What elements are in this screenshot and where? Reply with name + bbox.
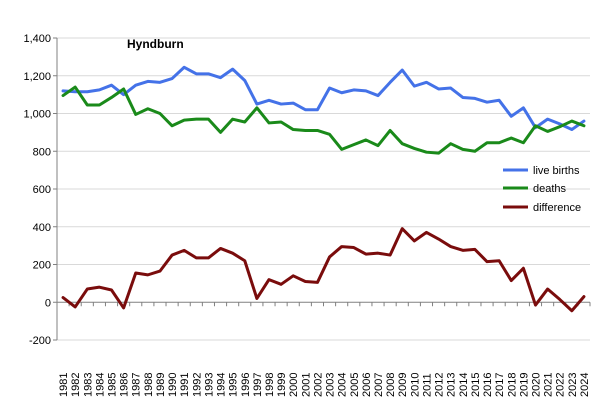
y-tick-label: 1,200 bbox=[23, 71, 51, 83]
x-tick-label: 2020 bbox=[530, 373, 542, 397]
x-tick-label: 1993 bbox=[203, 373, 215, 397]
x-tick-label: 2015 bbox=[470, 373, 482, 397]
x-tick-label: 1988 bbox=[143, 373, 155, 397]
x-tick-label: 1985 bbox=[107, 373, 119, 397]
x-tick-label: 2014 bbox=[458, 373, 470, 397]
legend-label: deaths bbox=[533, 183, 567, 195]
x-tick-label: 2000 bbox=[288, 373, 300, 397]
y-tick-label: 0 bbox=[45, 297, 51, 309]
x-tick-label: 1995 bbox=[228, 373, 240, 397]
x-tick-label: 2011 bbox=[421, 373, 433, 397]
y-tick-label: 200 bbox=[33, 260, 51, 272]
y-tick-label: 1,400 bbox=[23, 33, 51, 45]
x-tick-label: 1991 bbox=[179, 373, 191, 397]
x-tick-label: 1983 bbox=[82, 373, 94, 397]
x-tick-label: 2004 bbox=[337, 373, 349, 397]
x-tick-label: 2013 bbox=[446, 373, 458, 397]
x-tick-label: 2021 bbox=[543, 373, 555, 397]
x-tick-label: 2002 bbox=[312, 373, 324, 397]
x-tick-label: 2022 bbox=[555, 373, 567, 397]
x-tick-label: 2018 bbox=[506, 373, 518, 397]
x-tick-label: 1984 bbox=[94, 373, 106, 397]
x-tick-label: 1982 bbox=[70, 373, 82, 397]
x-tick-label: 2012 bbox=[434, 373, 446, 397]
y-axis-ticks: -200 0 200 400 600 800 1,000 1,200 1,400 bbox=[23, 33, 57, 347]
x-tick-label: 1987 bbox=[131, 373, 143, 397]
x-tick-label: 2017 bbox=[494, 373, 506, 397]
x-tick-label: 1989 bbox=[155, 373, 167, 397]
x-tick-label: 1998 bbox=[264, 373, 276, 397]
x-tick-label: 2024 bbox=[579, 373, 591, 397]
chart-title: Hyndburn bbox=[127, 37, 184, 51]
y-tick-label: 600 bbox=[33, 184, 51, 196]
series-line bbox=[61, 227, 586, 313]
x-tick-label: 1986 bbox=[119, 373, 131, 397]
gridlines bbox=[57, 37, 590, 341]
x-tick-label: 1999 bbox=[276, 373, 288, 397]
legend-label: difference bbox=[533, 202, 581, 214]
x-tick-label: 1994 bbox=[216, 373, 228, 397]
x-tick-label: 1996 bbox=[240, 373, 252, 397]
x-tick-label: 2006 bbox=[361, 373, 373, 397]
x-tick-label: 2003 bbox=[325, 373, 337, 397]
x-tick-label: 2016 bbox=[482, 373, 494, 397]
x-axis-ticks: 1981 1982 1983 1984 1985 1986 1987 1988 1989 1990… bbox=[56, 302, 591, 397]
y-tick-label: 400 bbox=[33, 222, 51, 234]
legend-label: live births bbox=[533, 165, 580, 177]
x-tick-label: 2009 bbox=[397, 373, 409, 397]
x-tick-label: 2010 bbox=[409, 373, 421, 397]
x-tick-label: 1992 bbox=[191, 373, 203, 397]
x-tick-label: 2001 bbox=[300, 373, 312, 397]
x-tick-label: 2008 bbox=[385, 373, 397, 397]
x-tick-label: 2005 bbox=[349, 373, 361, 397]
x-tick-label: 2007 bbox=[373, 373, 385, 397]
x-tick-label: 1981 bbox=[58, 373, 70, 397]
series-line bbox=[61, 85, 586, 155]
x-tick-label: 1997 bbox=[252, 373, 264, 397]
y-tick-label: 1,000 bbox=[23, 109, 51, 121]
y-tick-label: -200 bbox=[29, 335, 51, 347]
x-tick-label: 2019 bbox=[518, 373, 530, 397]
series-lines bbox=[61, 65, 586, 313]
legend: live births deaths difference bbox=[503, 165, 581, 214]
x-tick-label: 1990 bbox=[167, 373, 179, 397]
x-tick-label: 2023 bbox=[567, 373, 579, 397]
series-line bbox=[61, 65, 586, 132]
y-tick-label: 800 bbox=[33, 146, 51, 158]
